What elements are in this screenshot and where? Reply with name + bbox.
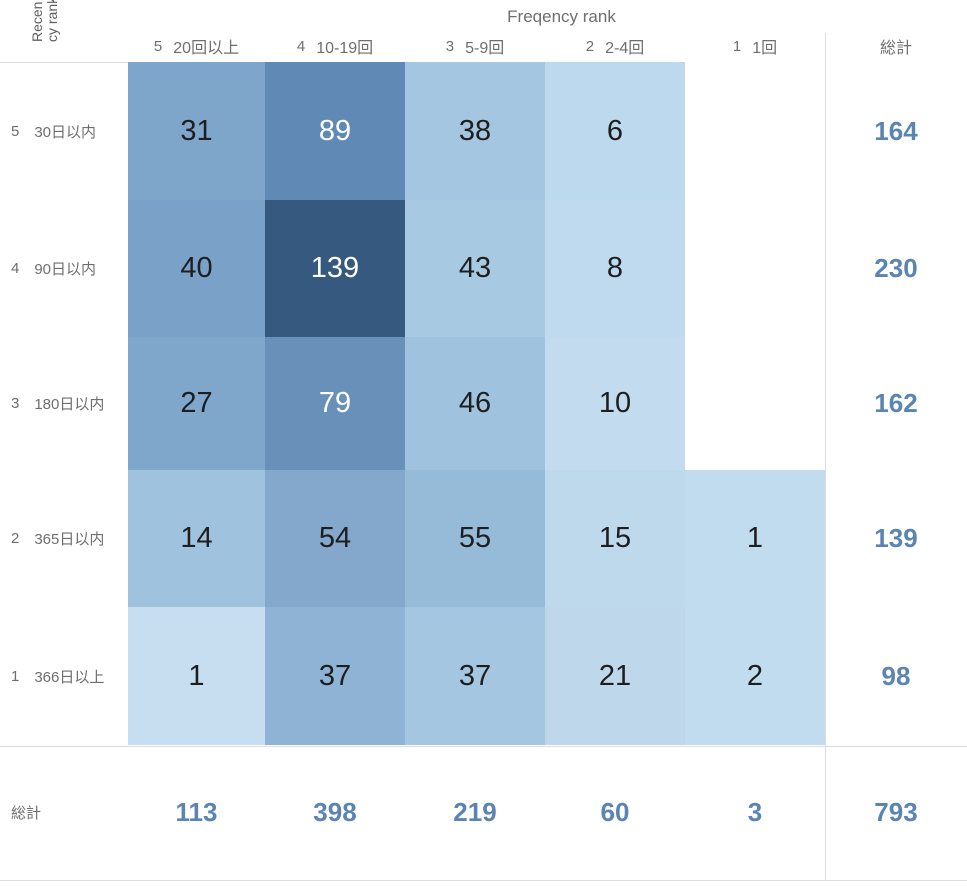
cell-r1-c3[interactable]: 37 xyxy=(405,607,545,745)
row-header-4[interactable]: 4 90日以内 xyxy=(0,200,128,337)
cell-r2-c2[interactable]: 15 xyxy=(545,470,685,607)
row-total-1: 98 xyxy=(881,660,911,691)
cell-r5-c1-empty[interactable] xyxy=(685,62,825,200)
cell-r5-c5[interactable]: 31 xyxy=(128,62,265,200)
totals-separator-line xyxy=(0,746,967,747)
cell-r2-c5[interactable]: 14 xyxy=(128,470,265,607)
row-axis-title-text: Recency rank xyxy=(29,0,60,42)
row-header-2[interactable]: 2 365日以内 xyxy=(0,470,128,607)
cell-r4-c4[interactable]: 139 xyxy=(265,200,405,337)
col-header-2[interactable]: 2 2-4回 xyxy=(545,33,685,59)
row-axis-title: Recency rank xyxy=(22,0,68,58)
row-header-rank: 3 xyxy=(11,395,20,412)
col-header-label: 5-9回 xyxy=(465,40,505,57)
col-header-grand-total[interactable]: 総計 xyxy=(825,33,967,59)
header-separator-line xyxy=(0,62,128,63)
cell-r3-c5[interactable]: 27 xyxy=(128,337,265,470)
row-header-label: 366日以上 xyxy=(34,668,105,686)
row-header-label: 総計 xyxy=(11,805,42,822)
col-header-label: 2-4回 xyxy=(605,40,645,57)
col-header-rank: 4 xyxy=(296,37,306,55)
row-header-5[interactable]: 5 30日以内 xyxy=(0,62,128,200)
row-header-label: 30日以内 xyxy=(34,123,97,141)
col-total-5: 113 xyxy=(175,797,218,827)
col-header-label: 10-19回 xyxy=(316,40,374,57)
column-axis-title: Freqency rank xyxy=(507,7,616,26)
col-header-rank: 1 xyxy=(732,37,742,55)
cell-r1-c2[interactable]: 21 xyxy=(545,607,685,745)
grand-total-separator-line xyxy=(825,33,826,880)
col-header-rank: 5 xyxy=(153,37,163,55)
col-header-1[interactable]: 1 1回 xyxy=(685,33,825,59)
row-header-label: 365日以内 xyxy=(34,531,105,548)
bottom-border-line xyxy=(0,880,967,881)
col-total-3: 219 xyxy=(453,797,497,827)
cell-r4-c5[interactable]: 40 xyxy=(128,200,265,337)
cell-r1-c5[interactable]: 1 xyxy=(128,607,265,745)
cell-r4-c2[interactable]: 8 xyxy=(545,200,685,337)
cell-r1-c1[interactable]: 2 xyxy=(685,607,825,745)
row-header-rank: 5 xyxy=(11,122,20,140)
col-header-3[interactable]: 3 5-9回 xyxy=(405,33,545,59)
row-total-4: 230 xyxy=(874,253,918,283)
row-header-rank: 1 xyxy=(11,667,20,685)
col-header-5[interactable]: 5 20回以上 xyxy=(128,33,265,59)
row-header-1[interactable]: 1 366日以上 xyxy=(0,607,128,745)
row-header-grand-total[interactable]: 総計 xyxy=(0,745,128,880)
cell-r5-c4[interactable]: 89 xyxy=(265,62,405,200)
col-header-label: 総計 xyxy=(879,40,912,57)
cell-r4-c3[interactable]: 43 xyxy=(405,200,545,337)
col-header-4[interactable]: 4 10-19回 xyxy=(265,33,405,59)
col-total-2: 60 xyxy=(600,797,630,827)
row-total-3: 162 xyxy=(874,388,918,418)
row-header-3[interactable]: 3 180日以内 xyxy=(0,337,128,470)
col-header-rank: 2 xyxy=(585,37,595,55)
row-total-5: 164 xyxy=(874,115,918,146)
row-header-label: 180日以内 xyxy=(34,396,105,413)
row-total-2: 139 xyxy=(874,523,918,553)
cell-r2-c4[interactable]: 54 xyxy=(265,470,405,607)
cell-r4-c1-empty[interactable] xyxy=(685,200,825,337)
row-header-label: 90日以内 xyxy=(34,261,97,278)
cell-r3-c2[interactable]: 10 xyxy=(545,337,685,470)
col-header-label: 1回 xyxy=(752,40,778,57)
col-header-label: 20回以上 xyxy=(173,40,240,57)
row-header-rank: 4 xyxy=(11,260,20,277)
cell-r1-c4[interactable]: 37 xyxy=(265,607,405,745)
col-header-rank: 3 xyxy=(445,37,455,55)
cell-r3-c3[interactable]: 46 xyxy=(405,337,545,470)
cell-r3-c1-empty[interactable] xyxy=(685,337,825,470)
cell-r2-c1[interactable]: 1 xyxy=(685,470,825,607)
col-total-4: 398 xyxy=(313,797,357,827)
cell-r5-c3[interactable]: 38 xyxy=(405,62,545,200)
row-header-rank: 2 xyxy=(11,530,20,547)
grand-total: 793 xyxy=(874,797,918,827)
cell-r5-c2[interactable]: 6 xyxy=(545,62,685,200)
cell-r2-c3[interactable]: 55 xyxy=(405,470,545,607)
cell-r3-c4[interactable]: 79 xyxy=(265,337,405,470)
col-total-1: 3 xyxy=(747,797,763,827)
